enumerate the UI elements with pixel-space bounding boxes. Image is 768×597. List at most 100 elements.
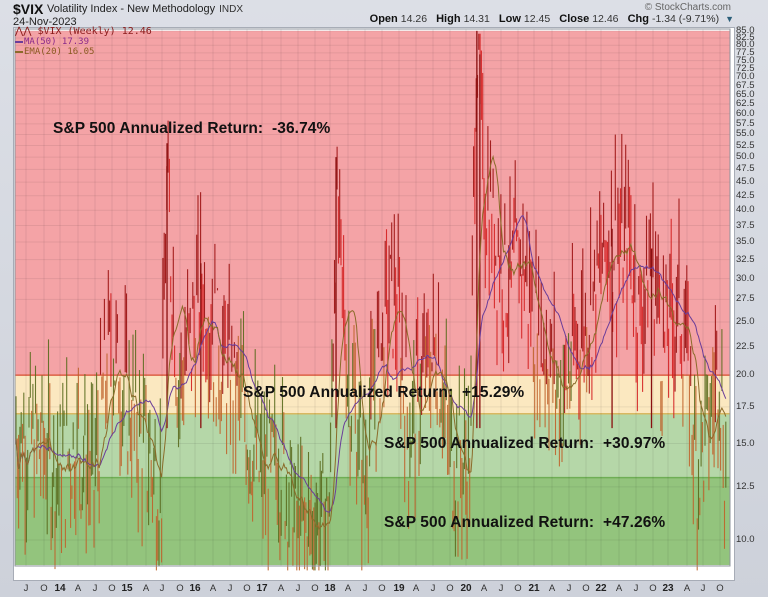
x-tick-label: O	[582, 583, 590, 594]
y-tick-label: 12.5	[736, 480, 755, 492]
x-tick-label: J	[227, 583, 233, 594]
y-tick-label: 50.0	[736, 151, 755, 163]
y-tick-label: 35.0	[736, 235, 755, 247]
chevron-down-icon[interactable]: ▼	[725, 14, 734, 24]
y-tick-label: 45.0	[736, 176, 755, 188]
x-tick-label: O	[243, 583, 251, 594]
x-tick-label: J	[159, 583, 165, 594]
open-value: 14.26	[400, 13, 428, 25]
y-tick-label: 70.0	[736, 71, 755, 83]
y-tick-label: 65.0	[736, 88, 755, 100]
y-tick-label: 17.5	[736, 400, 755, 412]
symbol-description: Volatility Index - New Methodology	[47, 3, 216, 15]
y-tick-label: 32.5	[736, 253, 755, 265]
y-tick-label: 57.5	[736, 117, 755, 129]
x-tick-label: A	[142, 583, 150, 594]
close-value: 12.46	[592, 13, 619, 25]
x-tick-label: A	[548, 583, 556, 594]
x-tick-label: J	[295, 583, 301, 594]
x-tick-label: 19	[393, 583, 405, 594]
y-tick-label: 37.5	[736, 219, 755, 231]
y-tick-label: 20.0	[736, 369, 755, 381]
x-tick-label: O	[40, 583, 48, 594]
y-tick-label: 47.5	[736, 163, 755, 175]
ema20-line	[15, 154, 727, 531]
x-tick-label: J	[362, 583, 368, 594]
y-tick-label: 82.5	[736, 31, 755, 43]
annotation-red-zone: S&P 500 Annualized Return: -36.74%	[53, 120, 331, 137]
chg-value: -1.34 (-9.71%)	[651, 13, 720, 25]
zone-green	[15, 477, 730, 566]
high-label: High	[436, 13, 461, 25]
y-tick-label: 67.5	[736, 79, 755, 91]
annotation-yellow-zone: S&P 500 Annualized Return: +15.29%	[243, 384, 525, 401]
x-tick-label: 18	[324, 583, 336, 594]
y-tick-label: 85.0	[736, 24, 755, 36]
x-tick-label: 17	[256, 583, 268, 594]
high-value: 14.31	[463, 13, 490, 25]
y-tick-label: 22.5	[736, 341, 755, 353]
plot-border	[14, 28, 731, 567]
x-tick-label: A	[74, 583, 82, 594]
x-tick-label: A	[412, 583, 420, 594]
exchange-label: INDX	[219, 4, 244, 15]
chart-date: 24-Nov-2023	[13, 16, 77, 28]
y-tick-label: 25.0	[736, 316, 755, 327]
y-tick-label: 80.0	[736, 39, 755, 51]
x-tick-label: A	[480, 583, 488, 594]
x-tick-label: 14	[54, 583, 66, 594]
x-tick-label: A	[683, 583, 691, 594]
x-tick-label: O	[378, 583, 386, 594]
x-tick-label: 16	[189, 583, 201, 594]
x-tick-label: O	[446, 583, 454, 594]
x-tick-label: J	[430, 583, 436, 594]
y-tick-label: 10.0	[736, 534, 755, 545]
x-tick-label: A	[277, 583, 285, 594]
x-tick-label: O	[108, 583, 116, 594]
x-tick-label: J	[498, 583, 504, 594]
low-value: 12.45	[523, 13, 551, 25]
x-tick-label: O	[716, 583, 724, 594]
x-tick-label: O	[311, 583, 319, 594]
stockcharts-credit: © StockCharts.com	[644, 2, 731, 13]
y-tick-label: 55.0	[736, 128, 755, 140]
symbol-name: Volatility Index - New Methodology INDX	[47, 3, 243, 15]
x-tick-label: A	[209, 583, 217, 594]
close-label: Close	[559, 13, 590, 25]
x-tick-label: J	[700, 583, 706, 594]
ma50-line	[15, 214, 727, 513]
annotation-light-green-zone: S&P 500 Annualized Return: +30.97%	[384, 435, 666, 452]
chg-label: Chg	[627, 13, 649, 25]
low-label: Low	[498, 13, 521, 25]
x-tick-label: A	[615, 583, 623, 594]
x-tick-label: O	[176, 583, 184, 594]
y-tick-label: 60.0	[736, 107, 755, 119]
x-tick-label: 23	[662, 583, 674, 594]
y-tick-label: 62.5	[736, 98, 755, 110]
y-tick-label: 42.5	[736, 189, 755, 201]
y-tick-label: 75.0	[736, 54, 755, 66]
y-tick-label: 72.5	[736, 62, 755, 74]
y-tick-label: 52.5	[736, 139, 755, 151]
y-tick-label: 30.0	[736, 272, 755, 284]
x-tick-label: 21	[528, 583, 540, 594]
symbol-title: $VIX	[13, 1, 44, 17]
y-tick-label: 77.5	[736, 46, 755, 58]
x-tick-label: 15	[121, 583, 133, 594]
ohlc-summary: Open 14.26 High 14.31 Low 12.45 Close 12.46 …	[370, 13, 734, 25]
x-tick-label: 22	[595, 583, 607, 594]
y-tick-label: 40.0	[736, 204, 755, 216]
x-tick-label: O	[649, 583, 657, 594]
open-label: Open	[369, 13, 398, 25]
y-tick-label: 15.0	[736, 437, 755, 449]
x-tick-label: 20	[460, 583, 472, 594]
x-tick-label: A	[344, 583, 352, 594]
y-tick-label: 27.5	[736, 293, 755, 305]
x-tick-label: O	[514, 583, 522, 594]
x-tick-label: J	[633, 583, 639, 594]
x-tick-label: J	[23, 583, 29, 594]
annotation-green-zone: S&P 500 Annualized Return: +47.26%	[384, 514, 666, 531]
x-tick-label: J	[92, 583, 98, 594]
